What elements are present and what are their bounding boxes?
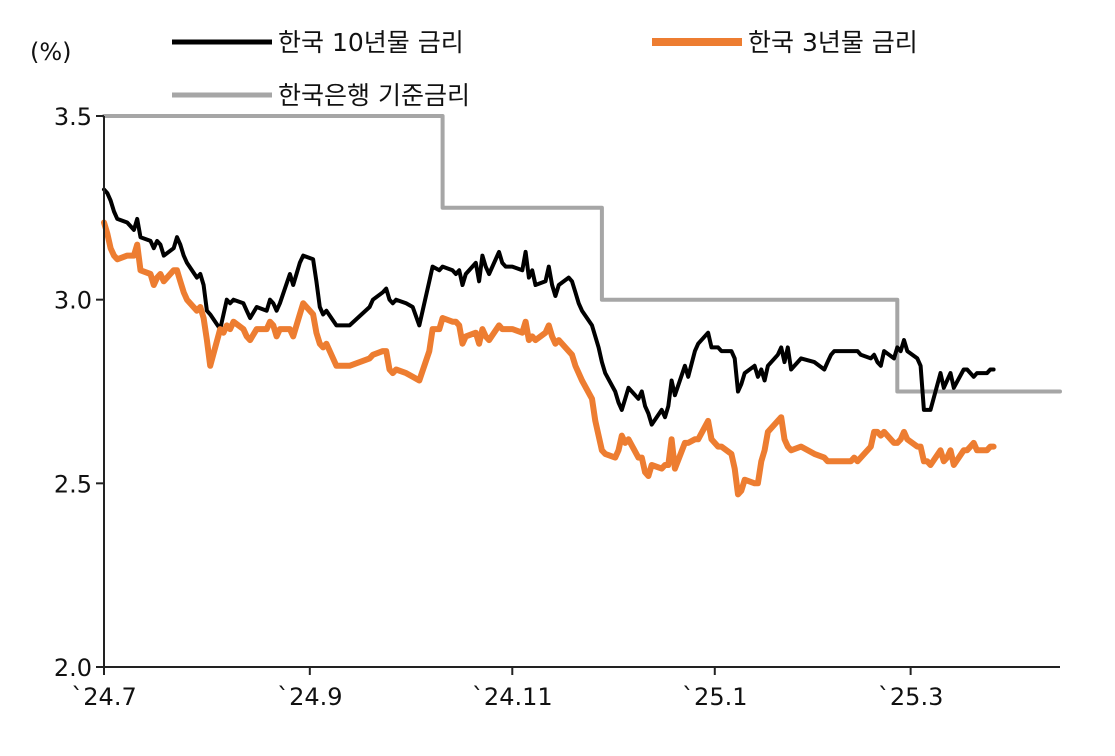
y-tick-label: 2.0	[54, 654, 92, 682]
x-tick-label: `24.11	[472, 683, 553, 711]
x-tick-label: `25.1	[682, 683, 747, 711]
x-tick-label: `24.7	[71, 683, 136, 711]
y-tick-label: 2.5	[54, 470, 92, 498]
legend-label-1: 한국 3년물 금리	[748, 28, 918, 57]
y-tick-label: 3.0	[54, 287, 92, 315]
x-tick-label: `25.3	[878, 683, 943, 711]
legend-label-0: 한국 10년물 금리	[278, 28, 464, 57]
series-line-2	[102, 114, 1062, 394]
plot-lines	[101, 114, 1062, 498]
x-tick-label: `24.9	[277, 683, 342, 711]
y-tick-label: 3.5	[54, 103, 92, 131]
x-axis-ticks: `24.7 `24.9 `24.11 `25.1 `25.3	[71, 667, 943, 711]
y-axis-ticks: 2.0 2.5 3.0 3.5	[54, 103, 104, 682]
legend-label-2: 한국은행 기준금리	[278, 81, 470, 110]
series-line-0	[102, 187, 996, 427]
series-line-1	[101, 219, 997, 498]
y-axis-unit-label: (%)	[30, 38, 72, 66]
